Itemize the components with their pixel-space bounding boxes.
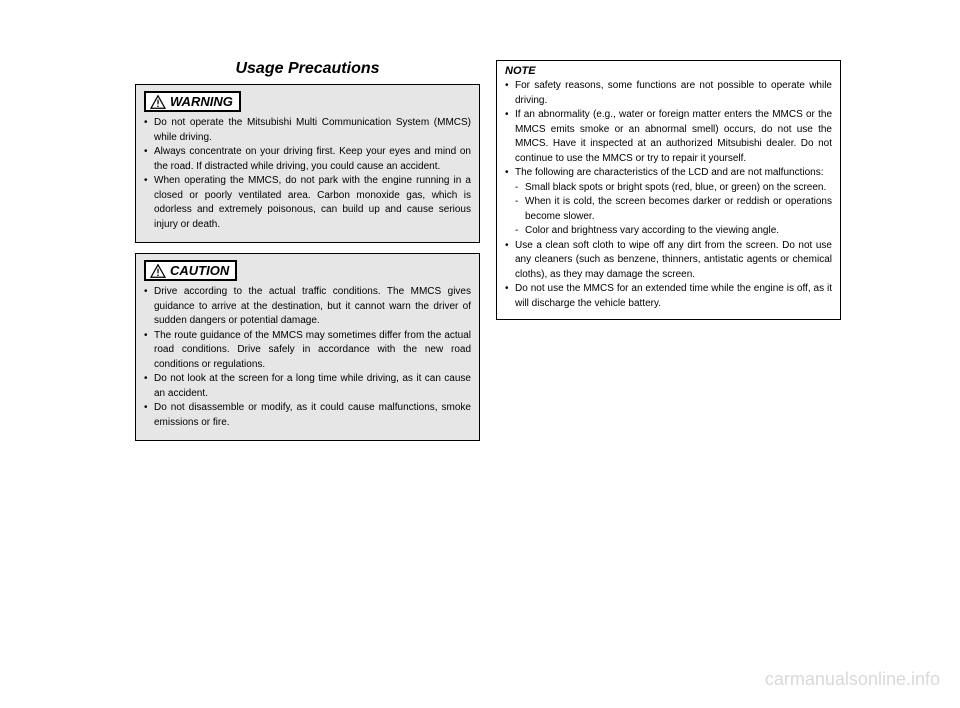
list-item: Do not look at the screen for a long tim… — [144, 372, 471, 401]
list-item-text: The following are characteristics of the… — [515, 167, 824, 178]
hazard-icon — [150, 264, 166, 278]
list-item: Do not operate the Mitsubishi Multi Comm… — [144, 116, 471, 145]
left-column: Usage Precautions WARNING Do not operate… — [135, 60, 480, 451]
lcd-sub-list: Small black spots or bright spots (red, … — [515, 181, 832, 239]
sub-list-item: When it is cold, the screen becomes dark… — [515, 195, 832, 224]
list-item: If an abnormality (e.g., water or foreig… — [505, 108, 832, 166]
warning-list: Do not operate the Mitsubishi Multi Comm… — [144, 116, 471, 232]
warning-box: WARNING Do not operate the Mitsubishi Mu… — [135, 84, 480, 243]
caution-label: CAUTION — [170, 263, 229, 278]
section-title: Usage Precautions — [135, 60, 480, 78]
list-item: When operating the MMCS, do not park wit… — [144, 174, 471, 232]
list-item: Use a clean soft cloth to wipe off any d… — [505, 239, 832, 283]
warning-label-plate: WARNING — [144, 91, 241, 112]
list-item: The following are characteristics of the… — [505, 166, 832, 239]
sub-list-item: Color and brightness vary according to t… — [515, 224, 832, 239]
manual-page: Usage Precautions WARNING Do not operate… — [0, 0, 960, 471]
list-item: For safety reasons, some functions are n… — [505, 79, 832, 108]
list-item: The route guidance of the MMCS may somet… — [144, 329, 471, 373]
warning-label: WARNING — [170, 94, 233, 109]
list-item: Always concentrate on your driving first… — [144, 145, 471, 174]
list-item: Drive according to the actual traffic co… — [144, 285, 471, 329]
list-item: Do not disassemble or modify, as it coul… — [144, 401, 471, 430]
note-box: NOTE For safety reasons, some functions … — [496, 60, 841, 320]
watermark: carmanualsonline.info — [765, 669, 940, 690]
caution-label-plate: CAUTION — [144, 260, 237, 281]
caution-list: Drive according to the actual traffic co… — [144, 285, 471, 430]
caution-box: CAUTION Drive according to the actual tr… — [135, 253, 480, 441]
list-item: Do not use the MMCS for an extended time… — [505, 282, 832, 311]
sub-list-item: Small black spots or bright spots (red, … — [515, 181, 832, 196]
hazard-icon — [150, 95, 166, 109]
note-list: For safety reasons, some functions are n… — [505, 79, 832, 311]
note-label: NOTE — [505, 65, 832, 77]
right-column: NOTE For safety reasons, some functions … — [496, 60, 841, 451]
